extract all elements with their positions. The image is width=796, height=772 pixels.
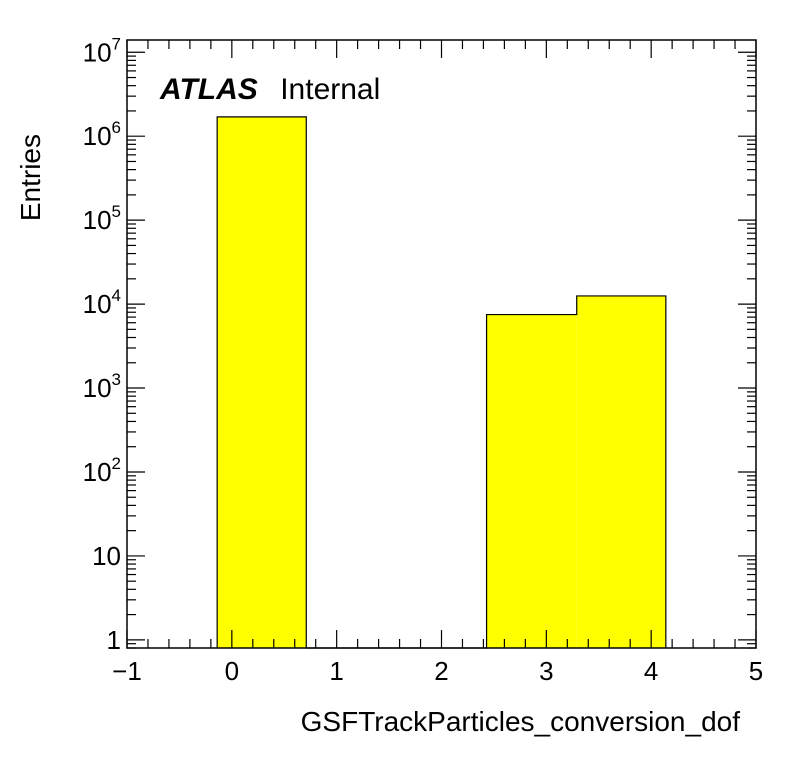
y-tick-label: 106 [83,118,121,151]
y-tick-label: 107 [83,34,121,67]
atlas-experiment: ATLAS [159,73,258,106]
x-tick-label: −1 [112,656,142,686]
histogram-bar [576,295,666,648]
x-tick-label: 2 [434,656,448,686]
histogram-bar [217,116,307,648]
y-tick-label: 103 [83,370,121,403]
y-axis-title: Entries [15,134,46,221]
y-tick-label: 1 [107,625,121,655]
x-tick-label: 5 [749,656,763,686]
x-axis-title: GSFTrackParticles_conversion_dof [301,706,741,737]
x-tick-label: 4 [644,656,658,686]
y-tick-labels: 1 10 102 103 104 105 106 107 [83,34,121,655]
plot-frame [126,39,757,649]
y-tick-label: 102 [83,454,121,487]
atlas-status: Internal [280,73,380,106]
atlas-label: ATLAS Internal [159,73,380,106]
y-tick-label: 10 [92,541,121,571]
axis-ticks [126,40,757,649]
x-tick-label: 3 [539,656,553,686]
histogram-bar [486,314,577,648]
x-tick-label: 0 [225,656,239,686]
histogram-bars [216,116,667,649]
y-tick-label: 105 [83,202,121,235]
x-tick-labels: −1 0 1 2 3 4 5 [112,656,763,686]
y-tick-label: 104 [83,286,121,319]
x-tick-label: 1 [329,656,343,686]
